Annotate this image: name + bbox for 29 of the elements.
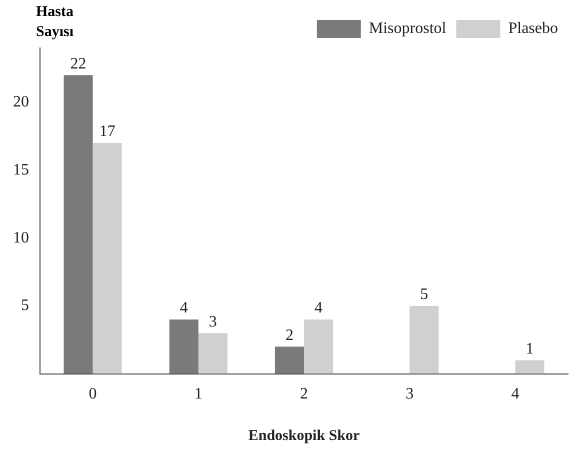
y-tick-label: 20 <box>13 94 29 111</box>
bar <box>410 306 439 374</box>
bar <box>92 143 122 374</box>
y-tick-label: 15 <box>13 161 29 178</box>
bar <box>169 320 198 374</box>
data-label: 4 <box>314 300 323 317</box>
bar <box>198 333 228 374</box>
bar <box>304 320 334 374</box>
data-label: 17 <box>99 123 116 140</box>
bar <box>515 360 544 374</box>
x-tick-label: 2 <box>300 386 308 403</box>
data-label: 1 <box>526 340 534 358</box>
data-label: 4 <box>180 300 188 317</box>
y-tick-label: 5 <box>21 297 29 314</box>
y-tick-label: 10 <box>13 229 29 246</box>
data-label: 3 <box>208 313 217 330</box>
x-tick-label: 4 <box>511 386 520 403</box>
bar <box>64 75 93 374</box>
x-tick-label: 1 <box>194 386 202 403</box>
data-label: 5 <box>420 286 428 304</box>
legend-label: Misoprostol <box>368 20 447 38</box>
x-tick-label: 3 <box>406 386 414 403</box>
x-tick-label: 0 <box>88 386 97 403</box>
x-axis-title: Endoskopik Skor <box>248 428 360 444</box>
bar <box>274 346 304 374</box>
legend-label: Plasebo <box>508 20 558 38</box>
y-axis-title: Hasta Sayısı <box>36 3 75 42</box>
data-label: 22 <box>70 55 86 72</box>
data-label: 2 <box>285 326 294 344</box>
